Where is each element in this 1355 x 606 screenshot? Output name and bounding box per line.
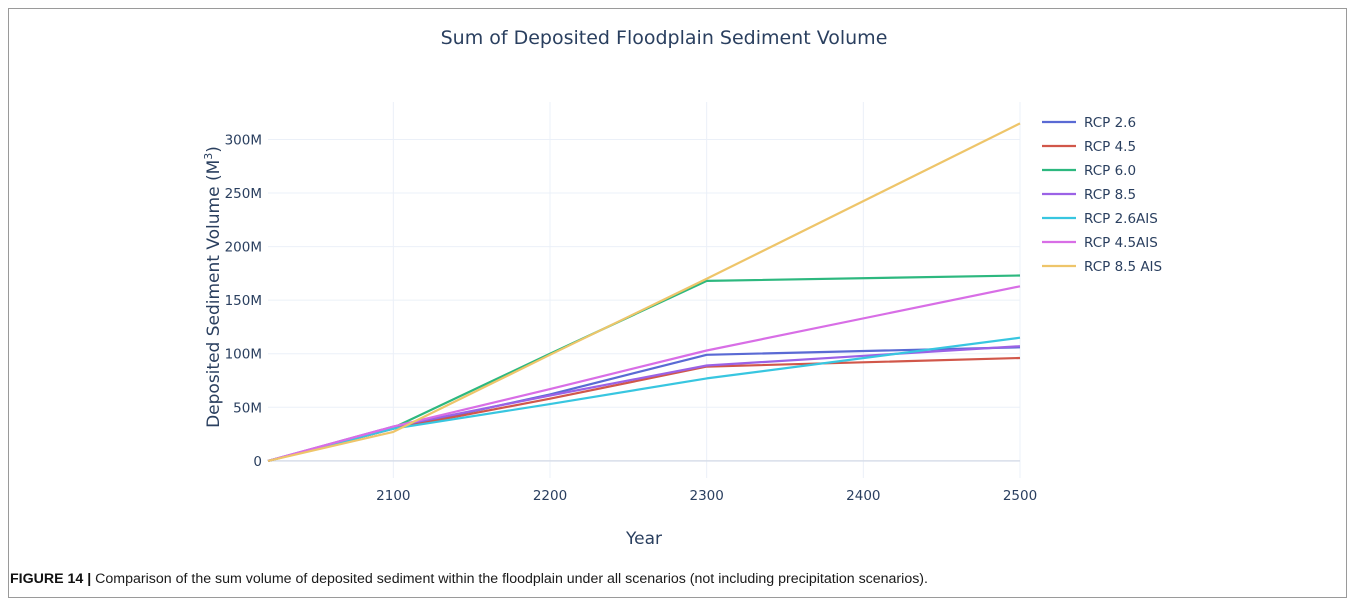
legend-label: RCP 8.5 <box>1084 187 1136 203</box>
x-tick-label: 2100 <box>376 488 410 504</box>
y-tick-label: 200M <box>225 240 262 256</box>
legend-label: RCP 8.5 AIS <box>1084 259 1162 275</box>
x-tick-label: 2500 <box>1003 488 1037 504</box>
legend: RCP 2.6 RCP 4.5 RCP 6.0 RCP 8.5 RCP 2.6AIS RC… <box>1042 115 1162 275</box>
legend-label: RCP 2.6 <box>1084 115 1136 131</box>
y-axis-title-superscript: 3 <box>202 153 215 160</box>
x-tick-label: 2200 <box>533 488 567 504</box>
y-axis-ticks: 0 50M 100M 150M 200M 250M 300M <box>225 132 262 469</box>
series-line <box>267 122 1021 462</box>
chart: Sum of Deposited Floodplain Sediment Vol… <box>202 27 1162 549</box>
series-line <box>267 346 1021 462</box>
figure-caption: FIGURE 14 | Comparison of the sum volume… <box>10 571 1340 587</box>
series-line <box>267 274 1021 462</box>
legend-label: RCP 2.6AIS <box>1084 211 1158 227</box>
x-tick-label: 2400 <box>846 488 880 504</box>
grid-lines <box>268 102 1021 478</box>
x-axis-title: Year <box>625 529 662 549</box>
series-line <box>267 336 1021 462</box>
legend-label: RCP 6.0 <box>1084 163 1136 179</box>
legend-label: RCP 4.5 <box>1084 139 1136 155</box>
y-tick-label: 300M <box>225 132 262 148</box>
series-line <box>267 356 1021 462</box>
y-axis-title-close: ) <box>204 146 224 153</box>
legend-label: RCP 4.5AIS <box>1084 235 1158 251</box>
figure-frame <box>8 8 1347 598</box>
figure-caption-text: Comparison of the sum volume of deposite… <box>91 571 928 587</box>
chart-title: Sum of Deposited Floodplain Sediment Vol… <box>441 27 888 49</box>
series-line <box>267 345 1021 462</box>
series-line <box>267 285 1021 462</box>
y-tick-label: 250M <box>225 186 262 202</box>
y-axis-title-main: Deposited Sediment Volume (M <box>204 160 224 428</box>
y-tick-label: 0 <box>253 454 262 470</box>
y-tick-label: 100M <box>225 347 262 363</box>
x-tick-label: 2300 <box>689 488 723 504</box>
x-axis-ticks: 2100 2200 2300 2400 2500 <box>376 488 1037 504</box>
figure-caption-label: FIGURE 14 | <box>10 571 92 587</box>
y-tick-label: 50M <box>233 400 262 416</box>
y-tick-label: 150M <box>225 293 262 309</box>
y-axis-title: Deposited Sediment Volume (M3) <box>202 146 224 428</box>
series-lines <box>267 122 1021 462</box>
